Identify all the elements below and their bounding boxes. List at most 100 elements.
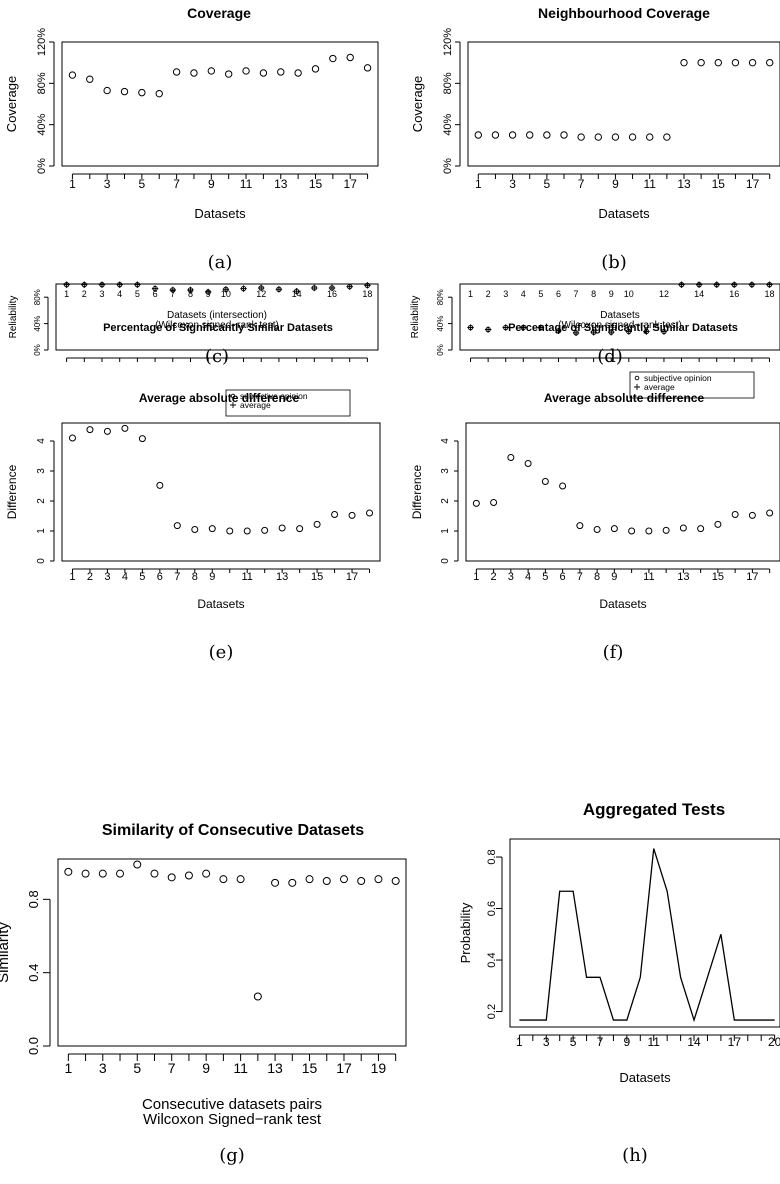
data-point [98, 869, 107, 878]
y-tick-label: 2 [36, 498, 47, 504]
data-point-plus [204, 288, 212, 296]
x-tick-label: 1 [516, 1035, 523, 1049]
data-point [524, 460, 532, 467]
data-point-plus [643, 328, 650, 335]
y-tick-label: 0% [442, 158, 454, 174]
x-tick-label: 1 [468, 289, 473, 299]
x-tick-label: 8 [188, 289, 193, 299]
data-point [311, 65, 320, 73]
y-axis-label: Similarity [0, 922, 12, 983]
x-tick-label: 13 [267, 1060, 283, 1076]
x-tick-label: 2 [87, 571, 93, 583]
data-point [138, 435, 146, 443]
x-tick-label: 4 [122, 571, 128, 583]
y-tick-label: 0.0 [26, 1037, 41, 1055]
y-tick-label: 40% [33, 316, 42, 332]
x-tick-label: 1 [69, 571, 75, 583]
figure-caption: (d) [597, 346, 623, 367]
legend-label: average [644, 382, 675, 392]
x-tick-label: 10 [221, 289, 231, 299]
data-point-plus [81, 281, 88, 288]
data-point [156, 481, 164, 489]
data-point [167, 873, 176, 882]
data-point [646, 133, 654, 141]
y-tick-label: 0 [36, 558, 47, 564]
x-tick-label: 1 [64, 1060, 72, 1076]
x-tick-label: 11 [233, 1060, 248, 1076]
y-tick-label: 40% [436, 316, 445, 332]
data-point-plus [258, 284, 265, 292]
x-tick-label: 6 [560, 571, 566, 583]
x-tick-label: 11 [643, 177, 656, 191]
data-point [577, 133, 585, 141]
data-point [679, 524, 687, 532]
data-point-plus [678, 281, 685, 288]
data-point [731, 58, 740, 67]
x-axis-label: Datasets [194, 206, 246, 221]
x-tick-label: 5 [544, 177, 551, 191]
y-tick-label: 0% [436, 344, 445, 356]
data-point-plus [293, 288, 300, 295]
data-point-plus [731, 281, 738, 288]
x-tick-label: 1 [475, 177, 482, 191]
data-point-plus [116, 281, 123, 288]
data-point [348, 511, 356, 519]
data-point [731, 511, 739, 518]
data-point [68, 434, 76, 442]
x-tick-label: 12 [659, 289, 669, 299]
x-tick-label: 7 [577, 571, 583, 583]
x-tick-label: 13 [677, 571, 689, 583]
data-point [594, 133, 602, 141]
x-tick-label: 7 [168, 1060, 176, 1076]
data-point [329, 54, 337, 63]
data-point [271, 878, 280, 887]
x-tick-label: 8 [192, 571, 198, 583]
x-tick-label: 2 [486, 289, 491, 299]
x-tick-label: 2 [491, 571, 497, 583]
x-tick-label: 9 [208, 177, 215, 191]
data-point [331, 511, 339, 518]
y-tick-label: 2 [440, 498, 451, 504]
data-point [305, 875, 314, 884]
legend-box [629, 371, 755, 399]
data-point [86, 426, 94, 434]
x-tick-label: 1 [64, 289, 69, 299]
chart-h: Aggregated Tests 1 3 5 7 9 11 14 17 20 0.2 0.4 0.6 0.… [458, 800, 780, 1166]
y-tick-label: 0% [33, 344, 42, 356]
data-point-plus [608, 328, 615, 336]
y-tick-label: 0.4 [486, 952, 498, 967]
y-tick-label: 0.2 [486, 1004, 498, 1019]
x-tick-label: 1 [69, 177, 76, 191]
y-tick-label: 0.6 [486, 901, 498, 916]
data-point [474, 131, 482, 139]
x-tick-label: 3 [99, 1060, 107, 1076]
data-point [68, 71, 77, 79]
x-tick-label: 15 [302, 1060, 318, 1076]
data-point [628, 527, 636, 535]
data-point [172, 68, 181, 76]
data-point [207, 67, 216, 75]
x-tick-label: 4 [117, 289, 122, 299]
x-axis-label: Datasets [598, 206, 650, 221]
x-tick-label: 3 [503, 289, 508, 299]
data-point [697, 58, 705, 67]
data-point [748, 58, 757, 67]
data-point-plus [748, 281, 756, 288]
data-point [243, 527, 251, 535]
data-point-plus [467, 324, 474, 331]
data-point [526, 131, 534, 139]
x-axis-label: Wilcoxon Signed−rank test [143, 1111, 322, 1128]
x-tick-label: 13 [276, 571, 288, 583]
y-axis-label: Coverage [410, 76, 425, 132]
data-point [363, 64, 372, 72]
data-point [576, 522, 584, 530]
x-tick-label: 18 [362, 289, 372, 299]
data-point [133, 860, 142, 869]
x-tick-label: 17 [746, 571, 758, 583]
figure-caption: (b) [601, 252, 627, 273]
plot-frame [61, 422, 381, 562]
y-tick-label: 80% [436, 289, 445, 305]
data-point [560, 131, 568, 139]
data-point-plus [275, 286, 283, 293]
data-point-plus [169, 286, 176, 294]
